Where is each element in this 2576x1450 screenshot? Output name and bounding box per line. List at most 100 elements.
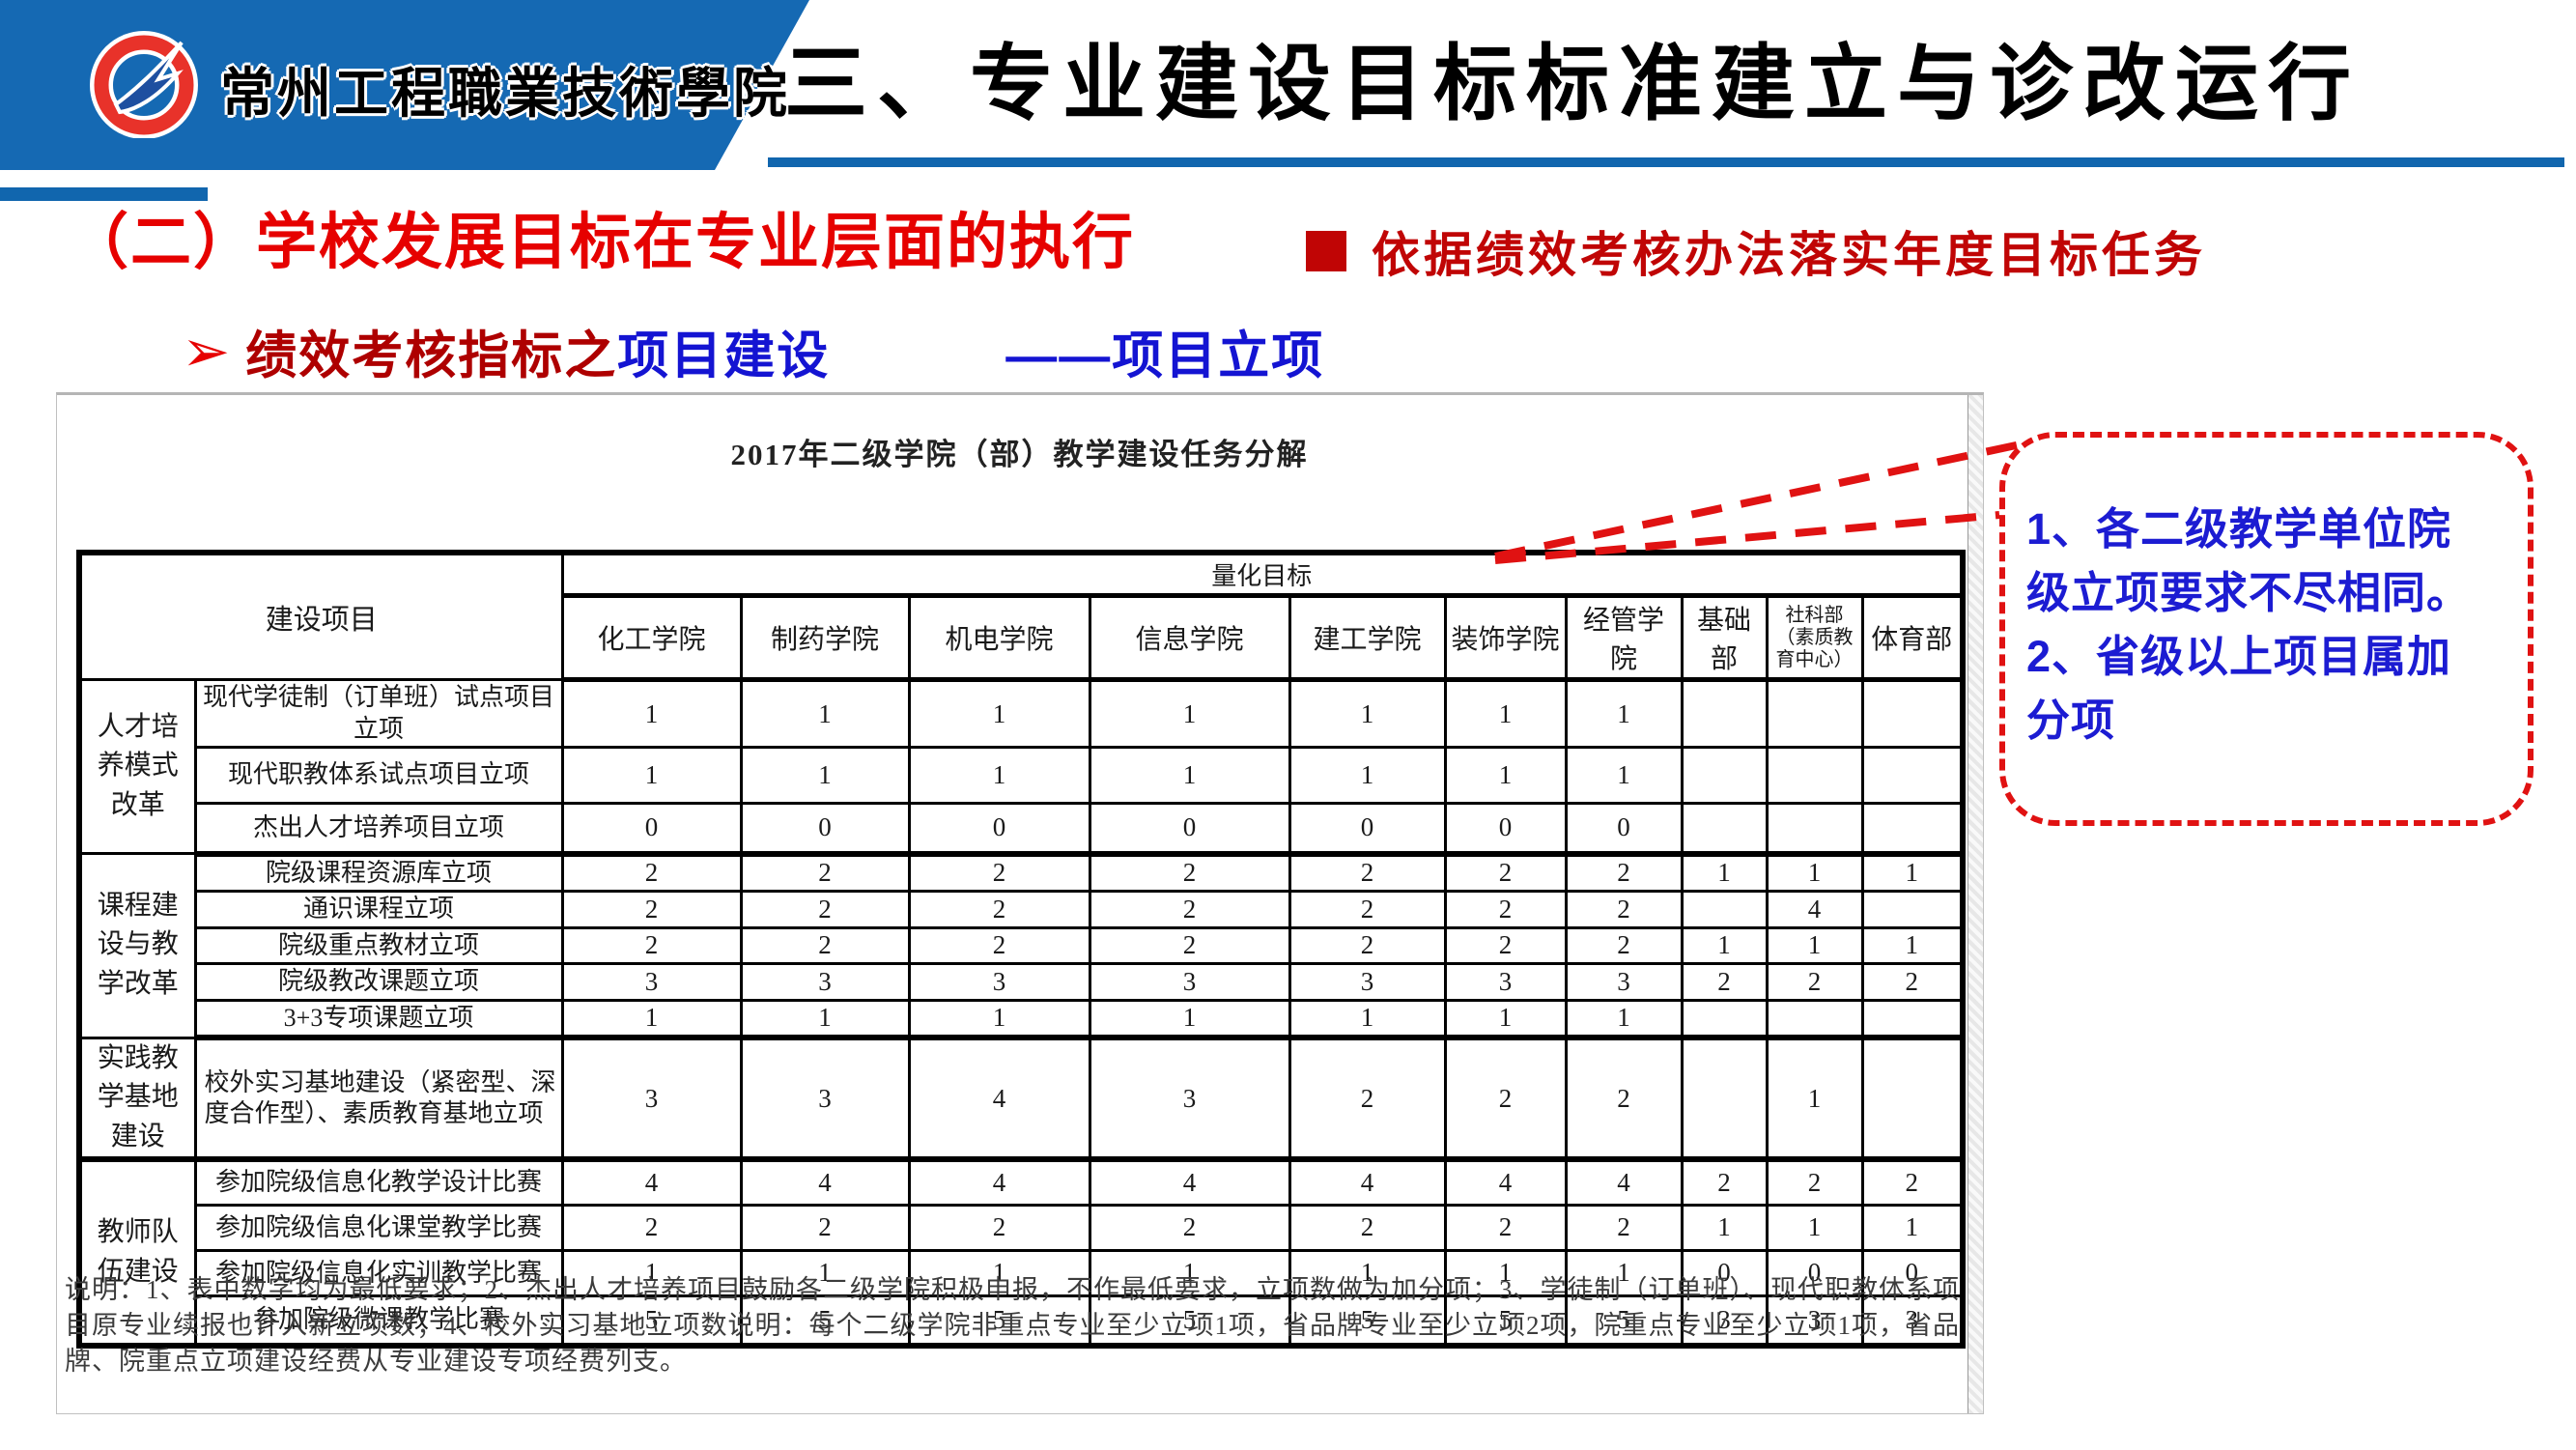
table-title: 2017年二级学院（部）教学建设任务分解 (730, 438, 1309, 471)
value-cell (1860, 802, 1965, 857)
value-cell: 3 (1443, 962, 1568, 1002)
value-cell: 2 (1564, 925, 1684, 965)
value-cell: 5 (907, 1294, 1091, 1350)
value-cell: 3 (1564, 962, 1684, 1002)
value-cell (1860, 678, 1965, 749)
value-cell: 2 (1860, 962, 1965, 1002)
value-cell: 2 (1288, 925, 1447, 965)
page-title: 三、专业建设目标标准建立与诊改运行 (784, 38, 2361, 130)
callout-box: 1、各二级教学单位院级立项要求不尽相同。 2、省级以上项目属加分项 (1999, 432, 2534, 826)
value-cell: 2 (1288, 852, 1447, 893)
value-cell: 2 (1765, 1157, 1864, 1207)
value-cell (1680, 678, 1769, 749)
group-label: 教师队伍建设 (77, 1157, 197, 1348)
value-cell: 1 (1564, 678, 1684, 749)
value-cell: 2 (1088, 1203, 1291, 1252)
corner-header: 建设项目 (77, 551, 564, 681)
value-cell: 3 (739, 1036, 911, 1163)
subline-blue-text: 项目建设 (617, 327, 831, 384)
value-cell: 2 (1443, 1203, 1568, 1252)
value-cell: 4 (907, 1036, 1091, 1163)
value-cell: 2 (1288, 1203, 1447, 1252)
value-cell: 2 (1564, 1203, 1684, 1252)
value-cell: 4 (1765, 890, 1864, 929)
value-cell: 0 (1088, 802, 1291, 857)
value-cell: 1 (1860, 925, 1965, 965)
value-cell: 1 (739, 678, 911, 749)
row-label: 参加院级信息化课堂教学比赛 (193, 1203, 564, 1252)
value-cell: 1 (1088, 678, 1291, 749)
value-cell: 1 (1765, 1036, 1864, 1163)
value-cell: 2 (739, 1203, 911, 1252)
row-label: 校外实习基地建设（紧密型、深度合作型）、素质教育基地立项 (193, 1036, 564, 1163)
vertical-scrollbar[interactable] (1967, 395, 1983, 1413)
row-label: 参加院级微课教学比赛 (193, 1294, 564, 1350)
value-cell (1680, 890, 1769, 929)
value-cell: 5 (1088, 1294, 1291, 1350)
value-cell: 0 (1860, 1248, 1965, 1297)
value-cell: 1 (907, 678, 1091, 749)
value-cell: 2 (1765, 962, 1864, 1002)
group-label: 人才培养模式改革 (77, 678, 197, 855)
value-cell: 2 (1564, 890, 1684, 929)
value-cell: 5 (560, 1294, 743, 1350)
value-cell: 2 (739, 890, 911, 929)
task-table: 建设项目 量化目标 化工学院 制药学院 机电学院 信息学院 建工学院 装饰学院 经管学院 基础部社… (76, 550, 1966, 1350)
column-header: 机电学院 (907, 594, 1091, 682)
value-cell: 5 (1443, 1294, 1568, 1350)
value-cell: 1 (907, 1248, 1091, 1297)
value-cell: 1 (1765, 925, 1864, 965)
value-cell: 2 (1288, 890, 1447, 929)
value-cell: 3 (907, 962, 1091, 1002)
value-cell: 4 (1288, 1157, 1447, 1207)
value-cell: 2 (739, 852, 911, 893)
column-header: 经管学院 (1564, 594, 1684, 682)
value-cell: 2 (560, 925, 743, 965)
row-label: 院级重点教材立项 (193, 925, 564, 965)
value-cell: 2 (1564, 1036, 1684, 1163)
value-cell (1765, 678, 1864, 749)
bullet-square-icon (1306, 231, 1346, 271)
callout-line: 1、各二级教学单位院级立项要求不尽相同。 (2026, 504, 2472, 617)
bullet-row: 依据绩效考核办法落实年度目标任务 (1306, 216, 2206, 286)
value-cell (1860, 998, 1965, 1040)
value-cell: 2 (1088, 925, 1291, 965)
banner-underline-left (0, 187, 208, 201)
value-cell: 1 (1680, 1203, 1769, 1252)
school-logo-icon (90, 31, 198, 138)
value-cell: 4 (560, 1157, 743, 1207)
value-cell (1765, 746, 1864, 805)
subline-dash-text: ——项目立项 (1005, 327, 1325, 384)
value-cell: 1 (1860, 852, 1965, 893)
value-cell: 0 (560, 802, 743, 857)
value-cell: 3 (1765, 1294, 1864, 1350)
value-cell: 4 (1564, 1157, 1684, 1207)
value-cell: 2 (907, 890, 1091, 929)
value-cell (1680, 746, 1769, 805)
value-cell: 1 (1288, 1248, 1447, 1297)
value-cell: 2 (907, 1203, 1091, 1252)
column-header: 化工学院 (560, 594, 743, 682)
value-cell: 5 (1288, 1294, 1447, 1350)
value-cell: 0 (1680, 1248, 1769, 1297)
value-cell: 2 (560, 890, 743, 929)
value-cell: 2 (1088, 890, 1291, 929)
value-cell: 2 (1443, 1036, 1568, 1163)
value-cell (1860, 1036, 1965, 1163)
value-cell: 1 (1443, 746, 1568, 805)
value-cell: 3 (1288, 962, 1447, 1002)
value-cell: 4 (907, 1157, 1091, 1207)
value-cell: 2 (1860, 1157, 1965, 1207)
group-label: 实践教学基地建设 (77, 1036, 197, 1163)
value-cell: 1 (1443, 998, 1568, 1040)
value-cell: 2 (1564, 852, 1684, 893)
value-cell: 2 (560, 1203, 743, 1252)
value-cell: 2 (1443, 925, 1568, 965)
value-cell: 3 (739, 962, 911, 1002)
header-banner (0, 0, 809, 170)
value-cell: 4 (1088, 1157, 1291, 1207)
row-label: 通识课程立项 (193, 890, 564, 929)
table-footnote: 说明：1、表中数字均为最低要求；2、杰出人才培养项目鼓励各二级学院积极申报，不作… (65, 1275, 1960, 1376)
value-cell (1860, 890, 1965, 929)
title-underline (768, 157, 2564, 167)
